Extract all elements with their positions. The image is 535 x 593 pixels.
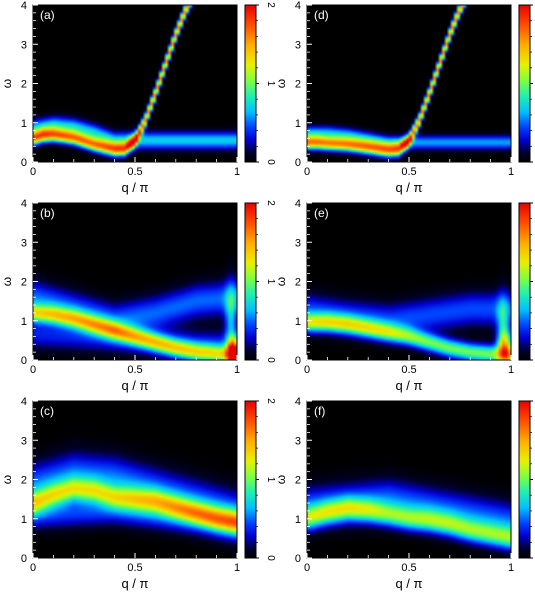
x-axis-label: q / π (395, 180, 422, 195)
y-tick-label: 2 (21, 79, 27, 91)
y-axis-label: ω (274, 79, 288, 88)
panel-label: (b) (40, 206, 55, 220)
panel-label: (c) (40, 404, 54, 418)
x-tick-label: 0 (30, 364, 36, 376)
x-axis-label: q / π (395, 576, 422, 591)
y-tick-label: 3 (295, 237, 301, 249)
x-axis-label: q / π (121, 180, 148, 195)
y-tick-label: 2 (295, 277, 301, 289)
y-axis-label: ω (274, 475, 288, 484)
x-tick-label: 0 (30, 562, 36, 574)
panel-label: (f) (314, 404, 325, 418)
colorbar (244, 202, 257, 361)
x-tick-label: 0.5 (401, 364, 416, 376)
y-tick-label: 1 (21, 316, 27, 328)
x-tick-label: 0.5 (401, 166, 416, 178)
y-tick-label: 4 (21, 198, 27, 210)
y-tick-label: 4 (295, 0, 301, 12)
y-tick-label: 4 (21, 0, 27, 12)
panel-c: (c) 0 0.5 1 0 1 2 3 4 q / π ω 0 1 2 (0, 396, 276, 591)
y-tick-label: 1 (295, 316, 301, 328)
panel-label: (e) (314, 206, 329, 220)
y-tick-label: 1 (21, 514, 27, 526)
x-tick-label: 0.5 (127, 364, 142, 376)
x-tick-label: 1 (508, 166, 514, 178)
x-tick-label: 0 (304, 562, 310, 574)
y-tick-label: 2 (21, 277, 27, 289)
y-tick-label: 0 (295, 157, 301, 169)
x-tick-label: 1 (234, 166, 240, 178)
colorbar-tick-label: 1 (265, 279, 276, 285)
y-tick-label: 2 (295, 79, 301, 91)
y-tick-label: 2 (295, 475, 301, 487)
y-tick-label: 4 (21, 396, 27, 408)
y-axis-label: ω (0, 277, 14, 286)
y-tick-label: 3 (21, 435, 27, 447)
colorbar-tick-label: 1 (265, 477, 276, 483)
heatmap-image (307, 203, 511, 360)
y-axis-label: ω (274, 277, 288, 286)
panel-a: (a) 0 0.5 1 0 1 2 3 4 q / π ω 0 1 2 (0, 0, 276, 195)
y-tick-label: 3 (21, 237, 27, 249)
x-tick-label: 0.5 (127, 562, 142, 574)
y-tick-label: 3 (295, 435, 301, 447)
y-tick-label: 0 (21, 355, 27, 367)
heatmap-image (33, 203, 237, 360)
heatmap-image (307, 5, 511, 162)
x-tick-label: 1 (508, 364, 514, 376)
x-tick-label: 0.5 (401, 562, 416, 574)
x-tick-label: 0 (304, 364, 310, 376)
colorbar (244, 4, 257, 163)
x-tick-label: 0 (30, 166, 36, 178)
colorbar-tick-label: 0 (265, 357, 276, 363)
x-axis-label: q / π (121, 378, 148, 393)
y-axis-label: ω (0, 475, 14, 484)
colorbar-tick-label: 2 (265, 2, 276, 8)
x-tick-label: 1 (508, 562, 514, 574)
colorbar (518, 400, 531, 559)
x-tick-label: 0.5 (127, 166, 142, 178)
colorbar-tick-label: 0 (265, 159, 276, 165)
x-axis-label: q / π (121, 576, 148, 591)
panel-b: (b) 0 0.5 1 0 1 2 3 4 q / π ω 0 1 2 (0, 198, 276, 393)
y-tick-label: 1 (295, 118, 301, 130)
y-tick-label: 3 (295, 39, 301, 51)
x-tick-label: 0 (304, 166, 310, 178)
y-tick-label: 0 (295, 553, 301, 565)
heatmap-image (307, 401, 511, 558)
y-tick-label: 2 (21, 475, 27, 487)
colorbar (518, 4, 531, 163)
colorbar-tick-label: 2 (265, 398, 276, 404)
x-tick-label: 1 (234, 364, 240, 376)
y-tick-label: 4 (295, 396, 301, 408)
panel-label: (d) (314, 8, 329, 22)
x-tick-label: 1 (234, 562, 240, 574)
y-tick-label: 1 (295, 514, 301, 526)
colorbar-tick-label: 0 (265, 555, 276, 561)
panel-label: (a) (40, 8, 55, 22)
y-tick-label: 0 (21, 157, 27, 169)
colorbar (244, 400, 257, 559)
y-tick-label: 1 (21, 118, 27, 130)
x-axis-label: q / π (395, 378, 422, 393)
colorbar (518, 202, 531, 361)
y-tick-label: 3 (21, 39, 27, 51)
heatmap-image (33, 5, 237, 162)
y-tick-label: 0 (295, 355, 301, 367)
colorbar-tick-label: 1 (265, 81, 276, 87)
y-tick-label: 4 (295, 198, 301, 210)
colorbar-tick-label: 2 (265, 200, 276, 206)
y-axis-label: ω (0, 79, 14, 88)
heatmap-image (33, 401, 237, 558)
y-tick-label: 0 (21, 553, 27, 565)
